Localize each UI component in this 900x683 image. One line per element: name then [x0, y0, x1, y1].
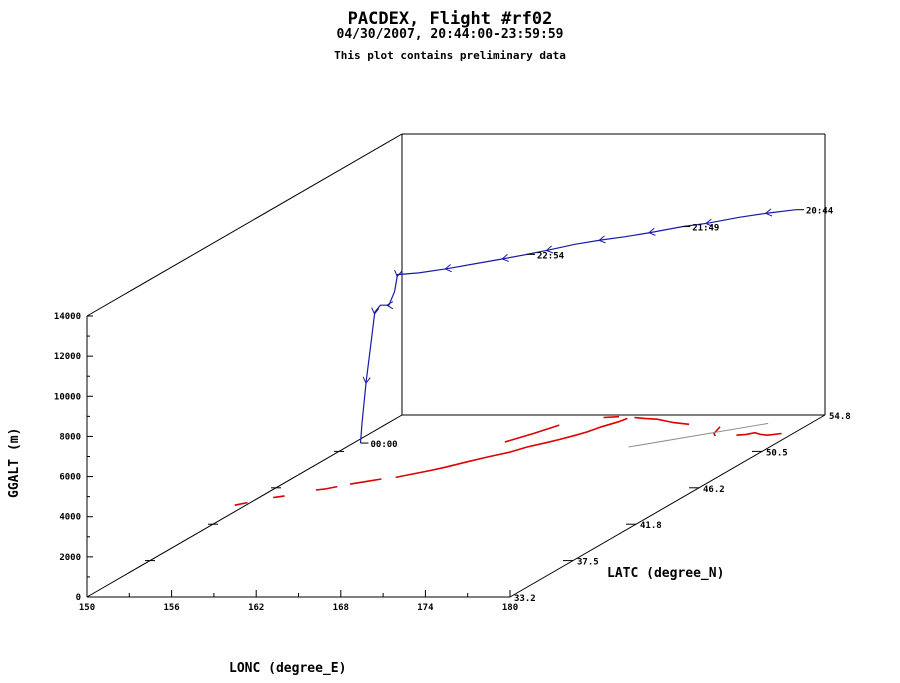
alt-tick-label: 0 — [76, 593, 81, 603]
flight-track-line — [359, 209, 797, 444]
lon-tick-label: 174 — [417, 603, 434, 613]
time-label: 21:49 — [692, 224, 719, 234]
alt-tick-label: 12000 — [54, 352, 81, 362]
direction-arrow — [385, 301, 394, 310]
lat-tick-label: 46.2 — [703, 485, 725, 495]
lon-tick-label: 150 — [79, 603, 95, 613]
chart-title: PACDEX, Flight #rf02 — [347, 9, 553, 29]
lat-tick-label: 54.8 — [829, 412, 851, 422]
direction-arrow — [545, 245, 554, 254]
lon-tick-label: 168 — [333, 603, 349, 613]
time-label: 00:00 — [371, 440, 398, 450]
ground-track-segment — [603, 415, 620, 419]
time-labels: 20:44 21:49 22:54 00:00 — [360, 207, 834, 450]
lat-tick-label: 41.8 — [640, 521, 662, 531]
direction-arrow — [764, 208, 773, 217]
alt-tick-label: 10000 — [54, 392, 81, 402]
z-axis-label: GGALT (m) — [7, 428, 22, 498]
lat-axis: 33.2 37.5 41.8 46.2 50.5 54.8 — [145, 412, 851, 604]
flight-track — [359, 208, 797, 444]
alt-tick-label: 8000 — [59, 432, 81, 442]
ground-track-segment — [713, 426, 721, 437]
ground-track-segment — [234, 501, 248, 506]
x-axis-label: LONC (degree_E) — [229, 661, 346, 676]
direction-arrow — [444, 264, 452, 273]
time-label: 22:54 — [537, 251, 565, 261]
alt-tick-label: 6000 — [59, 473, 81, 483]
direction-arrow — [704, 218, 713, 227]
ground-track-segment — [504, 424, 560, 443]
box-edge — [86, 133, 403, 317]
chart-box — [86, 133, 826, 598]
preliminary-note: This plot contains preliminary data — [334, 49, 566, 62]
alt-tick-label: 14000 — [54, 312, 81, 322]
lon-tick-label: 156 — [163, 603, 179, 613]
ground-track-segment — [395, 417, 628, 479]
lat-tick-label: 33.2 — [514, 594, 536, 604]
lon-axis: 150 156 162 168 174 180 — [79, 590, 518, 613]
alt-tick-label: 4000 — [59, 513, 81, 523]
ground-track-segment — [315, 485, 338, 491]
alt-axis: 0 2000 4000 6000 8000 10000 12000 14000 — [54, 312, 93, 603]
ground-track-segment — [736, 431, 782, 437]
direction-arrow — [598, 235, 606, 244]
box-edge — [509, 414, 826, 598]
direction-arrow — [362, 376, 371, 385]
lat-tick-label: 50.5 — [766, 448, 788, 458]
ground-track — [234, 415, 782, 506]
lon-tick-label: 162 — [248, 603, 264, 613]
y-axis-label: LATC (degree_N) — [607, 566, 724, 581]
lon-tick-label: 180 — [502, 603, 518, 613]
box-edge — [86, 414, 403, 598]
ground-track-segment — [273, 495, 285, 499]
direction-arrow — [394, 269, 403, 278]
ground-track-segment — [349, 478, 382, 485]
grey-segment — [628, 422, 769, 448]
time-label: 20:44 — [806, 207, 834, 217]
direction-arrow — [647, 227, 656, 236]
chart-subtitle: 04/30/2007, 20:44:00-23:59:59 — [336, 27, 564, 42]
alt-tick-label: 2000 — [59, 553, 81, 563]
direction-arrow — [501, 253, 509, 262]
direction-arrow — [371, 307, 380, 316]
lat-tick-label: 37.5 — [577, 558, 599, 568]
ground-track-segment — [634, 416, 690, 426]
